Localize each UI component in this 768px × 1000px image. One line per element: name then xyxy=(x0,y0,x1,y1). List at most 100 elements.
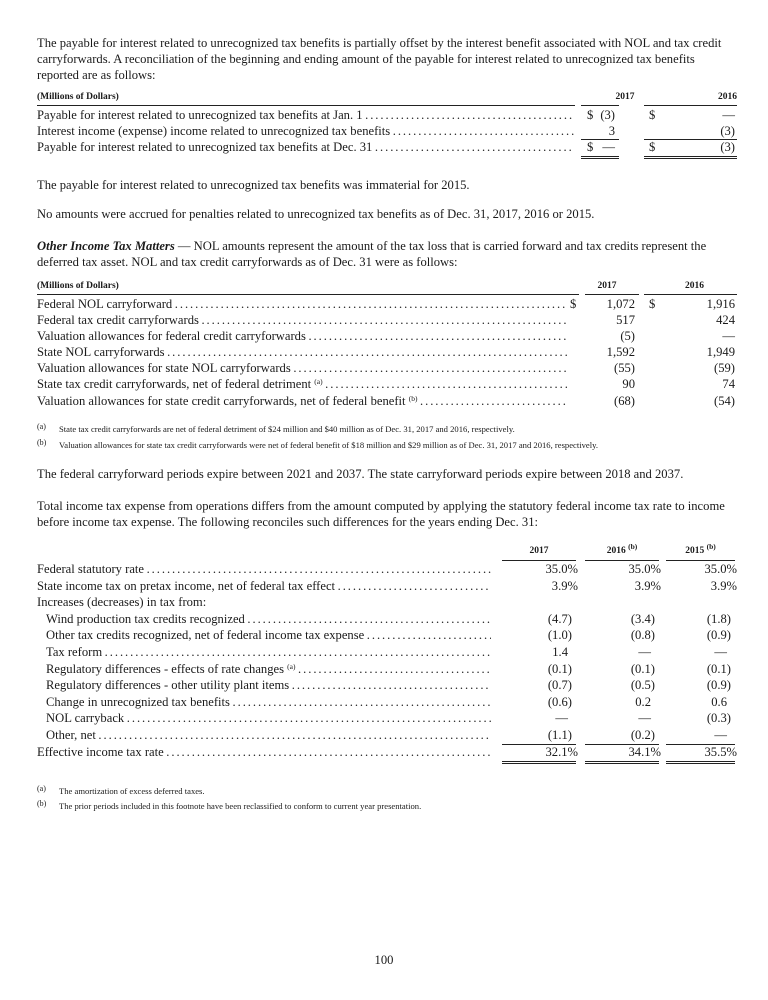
value-2017: 3.9% xyxy=(551,578,578,593)
row-label-text: Other, net xyxy=(46,727,96,742)
footnote-marker: (b) xyxy=(706,542,716,551)
value-2017: (68) xyxy=(614,393,635,408)
row-label: Tax reform xyxy=(46,644,491,660)
footnote-text: The prior periods included in this footn… xyxy=(59,801,422,811)
subtotal-rule xyxy=(585,744,659,746)
nol-carryforwards-table: (Millions of Dollars) 2017 2016 Federal NOL… xyxy=(37,278,737,408)
row-label: Federal statutory rate xyxy=(37,561,491,577)
table-body: Payable for interest related to unrecogn… xyxy=(37,107,737,159)
table-row: Increases (decreases) in tax from: xyxy=(37,594,737,611)
value-2017: (0.7) xyxy=(547,678,572,693)
table-row: Valuation allowances for federal credit … xyxy=(37,328,737,344)
row-label-text: Valuation allowances for state NOL carry… xyxy=(37,361,291,376)
value-2015: — xyxy=(714,644,727,659)
column-header-2015: 2015 (b) xyxy=(664,543,737,559)
header-rule xyxy=(585,560,659,561)
value-2017: 3 xyxy=(608,124,615,139)
page-number: 100 xyxy=(374,953,394,967)
table-row: Payable for interest related to unrecogn… xyxy=(37,139,737,155)
row-label: Effective income tax rate xyxy=(37,744,491,760)
value-2016: (0.8) xyxy=(630,628,655,643)
footnote-text: The amortization of excess deferred taxe… xyxy=(59,786,205,796)
dollar-sign: $ xyxy=(649,108,656,122)
table-row: Federal NOL carryforward $1,072 $1,916 xyxy=(37,296,737,312)
effective-tax-rate-table: 2017 2016 (b) 2015 (b) Federal statutory ra… xyxy=(37,543,737,764)
value-2015: (0.3) xyxy=(706,711,731,726)
row-label: Increases (decreases) in tax from: xyxy=(37,594,491,610)
header-rule xyxy=(666,560,735,561)
table-row: State tax credit carryforwards, net of f… xyxy=(37,376,737,392)
row-label: State tax credit carryforwards, net of f… xyxy=(37,376,567,392)
column-header-2016: 2016 xyxy=(718,92,737,102)
row-label-text: Increases (decreases) in tax from: xyxy=(37,595,207,610)
row-label: Regulatory differences - other utility p… xyxy=(46,677,491,693)
row-label: NOL carryback xyxy=(46,710,491,726)
row-label: Other, net xyxy=(46,727,491,743)
column-year: 2017 xyxy=(529,546,549,556)
row-label-text: Federal statutory rate xyxy=(37,562,145,576)
other-matters-text: — NOL amounts represent the amount of th… xyxy=(37,239,707,269)
value-2016: — xyxy=(638,644,651,659)
footnote-mark: (a) xyxy=(37,422,46,431)
column-header-2017: 2017 xyxy=(615,92,635,102)
row-label: Federal NOL carryforward xyxy=(37,296,567,312)
row-label-text: State tax credit carryforwards, net of f… xyxy=(37,377,312,392)
value-2016: 1,916 xyxy=(706,297,735,311)
footnote-marker: (a) xyxy=(314,377,323,387)
other-matters-paragraph: Other Income Tax Matters — NOL amounts r… xyxy=(37,238,737,270)
row-label-text: Federal NOL carryforward xyxy=(37,297,173,311)
dollar-sign: $ xyxy=(649,140,656,155)
total-rule xyxy=(666,760,735,764)
total-rule xyxy=(581,156,619,159)
penalties-paragraph: No amounts were accrued for penalties re… xyxy=(37,206,737,222)
dollar-sign: $ xyxy=(570,297,577,311)
value-2017: 35.0% xyxy=(545,562,578,576)
intro-text: The payable for interest related to unre… xyxy=(37,36,722,82)
table-row: Federal tax credit carryforwards 517 424 xyxy=(37,312,737,328)
row-label-text: State NOL carryforwards xyxy=(37,345,165,360)
row-label-text: Tax reform xyxy=(46,644,103,659)
row-label: Valuation allowances for state credit ca… xyxy=(37,393,567,409)
column-header-2017: 2017 xyxy=(597,281,617,291)
table-row: Payable for interest related to unrecogn… xyxy=(37,107,737,123)
table-row: Effective income tax rate 32.1% 34.1% 35.5% xyxy=(37,744,737,761)
value-2016: 35.0% xyxy=(628,562,661,576)
value-2015: 35.0% xyxy=(704,562,737,576)
footnote-mark: (b) xyxy=(37,799,47,808)
footnote-text: State tax credit carryforwards are net o… xyxy=(59,424,515,434)
table-row: Regulatory differences - effects of rate… xyxy=(37,661,737,678)
column-year: 2015 xyxy=(685,546,705,556)
row-label-text: Regulatory differences - effects of rate… xyxy=(46,661,285,676)
expiry-text: The federal carryforward periods expire … xyxy=(37,467,684,481)
subtotal-rule xyxy=(666,744,735,746)
header-rule xyxy=(581,105,619,106)
table-row: Other tax credits recognized, net of fed… xyxy=(37,627,737,644)
table-row: State NOL carryforwards 1,592 1,949 xyxy=(37,344,737,360)
reconcile-paragraph: Total income tax expense from operations… xyxy=(37,498,737,530)
value-2015: (0.9) xyxy=(706,678,731,693)
table-row: Other, net (1.1) (0.2) — xyxy=(37,727,737,744)
header-rule xyxy=(502,560,576,561)
reconcile-text: Total income tax expense from operations… xyxy=(37,499,725,529)
table-header-row: (Millions of Dollars) 2017 2016 xyxy=(37,278,737,294)
other-matters-heading: Other Income Tax Matters xyxy=(37,239,175,253)
value-2017: (0.6) xyxy=(547,694,572,709)
value-2017: 1,072 xyxy=(606,297,635,311)
value-2015: 35.5% xyxy=(704,744,737,759)
value-2015: (0.1) xyxy=(706,661,731,676)
value-2016: (54) xyxy=(714,393,735,408)
header-rule xyxy=(585,294,639,295)
value-2015: (1.8) xyxy=(706,611,731,626)
table-header-row: 2017 2016 (b) 2015 (b) xyxy=(37,543,737,559)
value-2016: — xyxy=(638,711,651,726)
table-row: Change in unrecognized tax benefits (0.6)… xyxy=(37,694,737,711)
row-label-text: Regulatory differences - other utility p… xyxy=(46,678,290,693)
value-2017: (3) xyxy=(600,108,615,122)
column-header-2016: 2016 (b) xyxy=(583,543,661,559)
value-2017: (1.1) xyxy=(547,727,572,742)
value-2016: 424 xyxy=(716,313,735,328)
value-2016: (0.2) xyxy=(630,727,655,742)
table-row: Valuation allowances for state NOL carry… xyxy=(37,360,737,376)
row-label-text: Valuation allowances for state credit ca… xyxy=(37,393,406,408)
unit-header: (Millions of Dollars) xyxy=(37,92,119,102)
